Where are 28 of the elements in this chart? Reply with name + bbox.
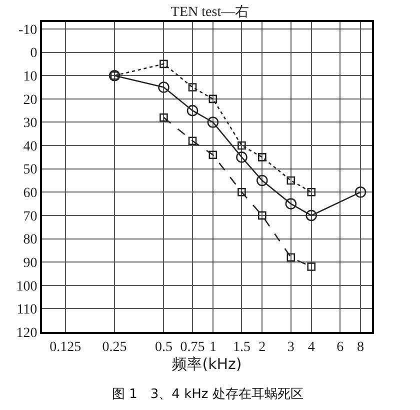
- x-tick-label: 4: [308, 340, 315, 355]
- y-tick-label: 20: [23, 92, 38, 108]
- x-tick-label: 1: [209, 340, 216, 355]
- x-tick-label: 8: [357, 340, 364, 355]
- y-tick-label: 80: [23, 232, 38, 248]
- y-tick-label: 70: [23, 209, 38, 224]
- x-tick-label: 0.125: [50, 340, 82, 355]
- x-axis-title: 频率(kHz): [172, 354, 242, 373]
- x-tick-label: 1.5: [232, 340, 250, 355]
- x-tick-label: 0.5: [154, 340, 172, 355]
- x-tick-label: 0.25: [102, 340, 127, 355]
- x-tick-label: 6: [336, 340, 344, 355]
- y-tick-label: 110: [16, 302, 38, 318]
- x-tick-label: 2: [258, 340, 266, 355]
- y-tick-label: 100: [16, 279, 38, 294]
- y-tick-label: 60: [23, 186, 38, 202]
- y-tick-label: 120: [16, 326, 38, 341]
- y-tick-label: 30: [23, 116, 38, 132]
- y-tick-label: 40: [23, 139, 38, 154]
- chart-title: TEN test—右: [170, 4, 250, 20]
- y-tick-label: 50: [23, 162, 38, 178]
- y-tick-label: 90: [23, 256, 38, 271]
- x-tick-label: 3: [287, 340, 294, 355]
- y-tick-label: 0: [30, 46, 38, 62]
- y-tick-label: -10: [18, 22, 38, 38]
- caption: 图 1 3、4 kHz 处存在耳蜗死区: [112, 387, 304, 402]
- x-tick-label: 0.75: [180, 340, 205, 355]
- y-tick-label: 10: [23, 70, 38, 85]
